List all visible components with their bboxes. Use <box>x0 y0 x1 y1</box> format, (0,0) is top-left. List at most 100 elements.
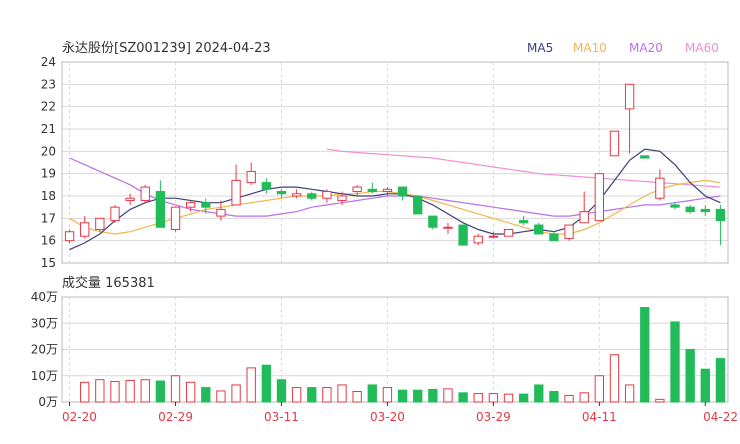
volume-bar <box>291 387 302 403</box>
candle-body <box>609 130 620 157</box>
volume-bar <box>473 393 483 403</box>
candle <box>594 173 605 222</box>
date-tick-label: 03-20 <box>370 410 405 424</box>
volume-bar <box>503 393 514 403</box>
volume-bar <box>216 390 226 403</box>
volume-bar <box>352 391 362 403</box>
volume-plot-frame <box>61 296 729 403</box>
candle-body <box>216 208 226 217</box>
candle-body <box>397 186 408 197</box>
candle-body <box>382 188 393 193</box>
volume-bar <box>655 398 665 403</box>
candle-body <box>549 233 559 242</box>
candle-body <box>231 179 241 206</box>
candle <box>413 195 423 215</box>
volume-bar <box>201 387 211 403</box>
candle <box>700 204 710 217</box>
candle-body <box>518 220 529 224</box>
volume-bar <box>246 367 256 403</box>
volume-bar <box>624 384 635 403</box>
candle <box>473 233 483 246</box>
candle-body <box>307 193 317 199</box>
candle-body <box>110 206 120 222</box>
candle <box>443 222 453 234</box>
candle-body <box>715 208 726 222</box>
candle <box>640 155 650 159</box>
candle <box>307 191 317 201</box>
volume-bar <box>382 387 393 403</box>
candle-body <box>140 186 150 201</box>
volume-bar <box>155 380 166 403</box>
price-tick-label: 16 <box>41 234 56 248</box>
candle <box>64 229 75 243</box>
candle <box>322 189 332 203</box>
candle-body <box>640 155 650 159</box>
volume-bars <box>80 307 726 403</box>
volume-bar <box>549 391 559 403</box>
volume-bar <box>261 364 272 403</box>
candle <box>609 130 620 157</box>
volume-tick-label: 20万 <box>31 343 58 357</box>
candle-body <box>670 204 680 208</box>
volume-bar <box>185 381 196 403</box>
price-tick-label: 18 <box>41 189 56 203</box>
candle <box>246 162 256 185</box>
candle-body <box>276 191 287 195</box>
volume-bar <box>307 387 317 403</box>
candle-body <box>155 191 166 228</box>
candle-body <box>579 211 589 224</box>
candle <box>564 224 574 241</box>
volume-bar <box>640 307 650 403</box>
candle-body <box>655 177 665 199</box>
price-tick-label: 22 <box>41 100 56 114</box>
volume-bar <box>670 321 680 403</box>
candle <box>231 164 241 206</box>
candle <box>458 224 468 246</box>
candle <box>261 178 272 194</box>
candle <box>579 191 589 224</box>
candle <box>95 217 105 232</box>
volume-label: 成交量 165381 <box>62 275 155 291</box>
date-x-axis: 02-20 02-29 03-11 03-20 03-29 04-11 04-22 <box>62 402 738 424</box>
volume-tick-label: 0万 <box>38 395 58 409</box>
volume-bar <box>594 375 605 403</box>
candle <box>670 202 680 210</box>
volume-bar <box>715 358 726 403</box>
volume-bar <box>231 384 241 403</box>
candle <box>125 193 135 205</box>
ma20-line <box>69 157 721 217</box>
candlesticks <box>64 83 726 246</box>
price-y-axis: 15 16 17 18 19 20 21 22 23 24 <box>41 55 56 270</box>
date-tick-label: 02-29 <box>158 410 193 424</box>
candle <box>715 204 726 246</box>
candle-body <box>443 226 453 229</box>
volume-bar <box>428 388 438 403</box>
candle <box>367 182 377 194</box>
price-tick-label: 15 <box>41 256 56 270</box>
candle-body <box>624 83 635 110</box>
volume-tick-label: 10万 <box>31 369 58 383</box>
candle-body <box>185 202 196 208</box>
candle <box>382 187 393 196</box>
volume-bar <box>488 393 499 403</box>
volume-tick-label: 40万 <box>31 290 58 304</box>
candle <box>155 180 166 228</box>
ma10-line <box>69 179 721 235</box>
price-tick-label: 21 <box>41 122 56 136</box>
volume-bar <box>322 387 332 403</box>
ma60-line <box>326 148 721 188</box>
candle-body <box>95 217 105 230</box>
candle-body <box>170 206 181 231</box>
legend-ma5: MA5 <box>527 41 553 55</box>
candle-body <box>428 215 438 228</box>
candle-body <box>322 191 332 199</box>
volume-bar <box>140 379 150 403</box>
candle <box>428 215 438 230</box>
price-tick-label: 23 <box>41 77 56 91</box>
volume-bar <box>397 389 408 403</box>
legend-ma10: MA10 <box>573 41 607 55</box>
candle <box>276 189 287 199</box>
candle <box>201 198 211 214</box>
